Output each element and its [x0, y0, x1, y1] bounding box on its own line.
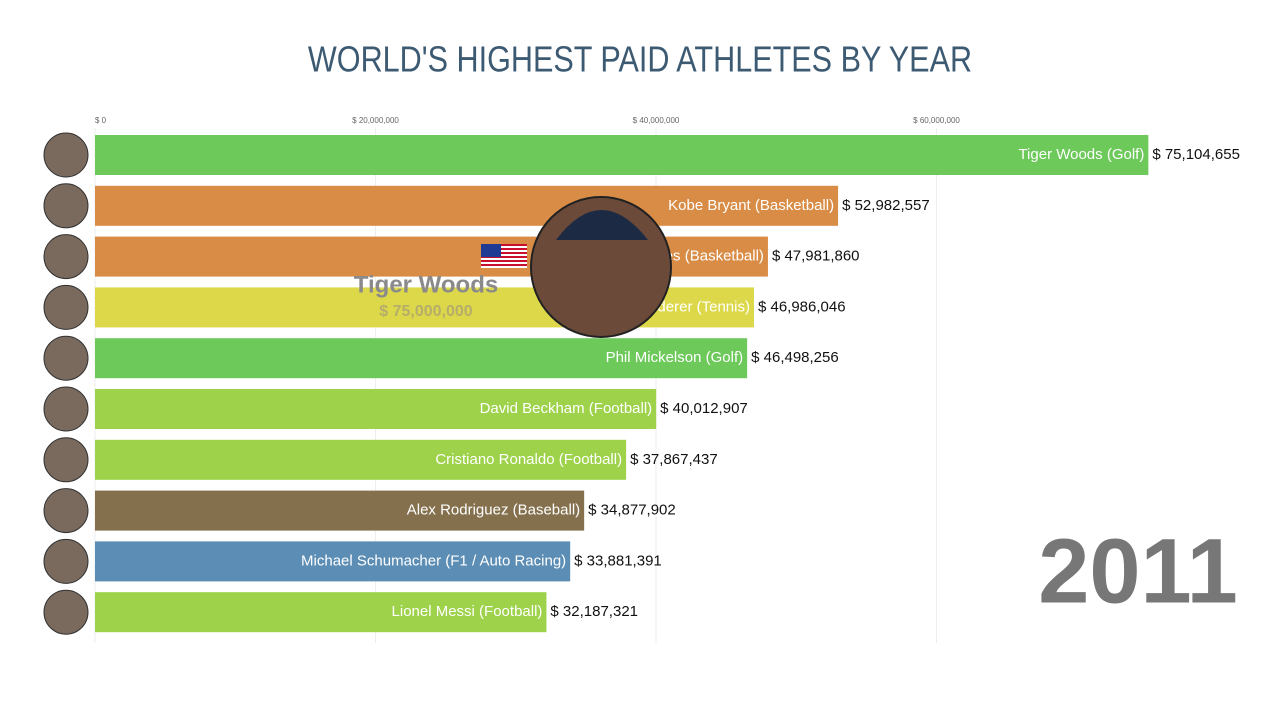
bar [95, 185, 839, 226]
bar-label: Tiger Woods (Golf) [1018, 146, 1144, 163]
athlete-photo [43, 437, 89, 483]
bar [95, 541, 571, 582]
bar [95, 490, 585, 531]
athlete-photo [43, 284, 89, 330]
bar-label: Michael Schumacher (F1 / Auto Racing) [301, 552, 566, 569]
athlete-photo [43, 538, 89, 584]
value-label: $ 40,012,907 [660, 400, 748, 417]
flag-canton [481, 244, 501, 257]
x-tick-label: $ 60,000,000 [913, 116, 960, 125]
value-label: $ 37,867,437 [630, 451, 718, 468]
value-label: $ 32,187,321 [550, 603, 638, 620]
athlete-photo [43, 335, 89, 381]
value-label: $ 47,981,860 [772, 248, 860, 265]
bar [95, 135, 1149, 175]
flag-stripe [481, 266, 527, 268]
highlight-cap [556, 210, 648, 240]
athlete-photo [43, 183, 89, 229]
bar [95, 592, 547, 633]
athlete-photo [43, 488, 89, 534]
bar-label: Phil Mickelson (Golf) [606, 349, 744, 366]
flag-stripe [481, 246, 527, 248]
value-label: $ 34,877,902 [588, 502, 676, 519]
value-label: $ 52,982,557 [842, 197, 930, 214]
flag-stripe [481, 258, 527, 260]
x-tick-label: $ 0 [95, 116, 107, 125]
value-label: $ 46,986,046 [758, 298, 846, 315]
value-label: $ 75,104,655 [1152, 146, 1240, 163]
bar-label: David Beckham (Football) [480, 400, 653, 417]
flag-stripe [481, 250, 527, 252]
x-tick-label: $ 40,000,000 [633, 116, 680, 125]
chart-title: WORLD'S HIGHEST PAID ATHLETES BY YEAR [308, 40, 972, 80]
highlight-name: Tiger Woods [354, 271, 498, 298]
flag-stripe [481, 254, 527, 256]
bar-label: Alex Rodriguez (Baseball) [407, 502, 580, 519]
value-label: $ 33,881,391 [574, 552, 662, 569]
athlete-photo [43, 589, 89, 635]
flag-stripe [481, 262, 527, 264]
value-label: $ 46,498,256 [751, 349, 839, 366]
bar-label: Cristiano Ronaldo (Football) [435, 451, 622, 468]
highlight-value: $ 75,000,000 [379, 303, 473, 320]
x-tick-label: $ 20,000,000 [352, 116, 399, 125]
athlete-photo [43, 132, 89, 178]
athlete-photo [43, 386, 89, 432]
athlete-photo [43, 234, 89, 280]
bar [95, 338, 748, 379]
bar [95, 439, 627, 480]
bar [95, 389, 657, 429]
bar-label: Lionel Messi (Football) [392, 603, 543, 620]
year-label: 2011 [1038, 520, 1238, 622]
bar-label: Kobe Bryant (Basketball) [668, 197, 834, 214]
